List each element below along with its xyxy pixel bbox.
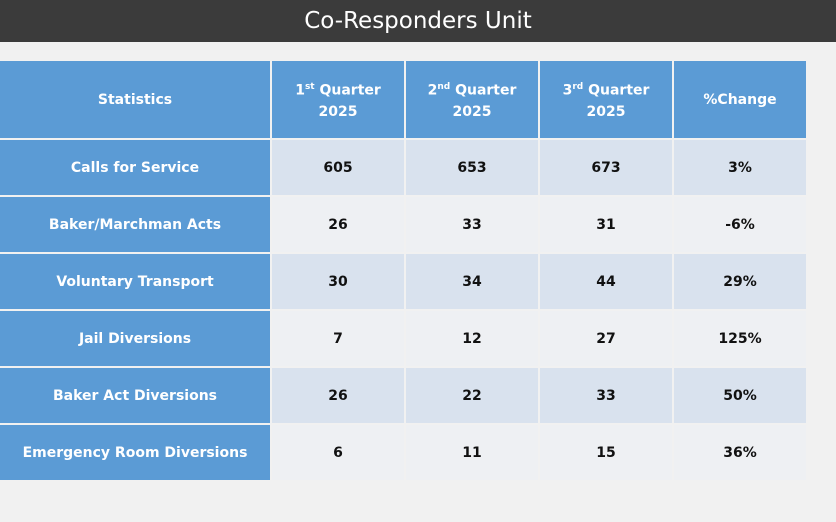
- cell-value: 7: [272, 311, 404, 366]
- quarter-number: 3: [562, 82, 573, 99]
- quarter-number: 2: [427, 82, 438, 99]
- row-label: Baker Act Diversions: [0, 368, 270, 423]
- cell-value: -6%: [674, 197, 806, 252]
- cell-value: 27: [540, 311, 672, 366]
- cell-value: 26: [272, 197, 404, 252]
- cell-value: 33: [540, 368, 672, 423]
- row-label: Voluntary Transport: [0, 254, 270, 309]
- cell-value: 605: [272, 140, 404, 195]
- row-label: Jail Diversions: [0, 311, 270, 366]
- quarter-word: Quarter: [455, 82, 517, 99]
- quarter-number: 1: [295, 82, 305, 99]
- stats-table: Statistics 1st Quarter 2025 2nd Quarter 2025…: [0, 59, 808, 482]
- cell-value: 22: [406, 368, 538, 423]
- cell-value: 15: [540, 425, 672, 480]
- cell-value: 44: [540, 254, 672, 309]
- cell-value: 6: [272, 425, 404, 480]
- header-row: Statistics 1st Quarter 2025 2nd Quarter 2025…: [0, 61, 806, 138]
- cell-value: 673: [540, 140, 672, 195]
- cell-value: 125%: [674, 311, 806, 366]
- row-label: Calls for Service: [0, 140, 270, 195]
- quarter-suffix: nd: [437, 81, 451, 92]
- cell-value: 653: [406, 140, 538, 195]
- table-row: Baker/Marchman Acts 26 33 31 -6%: [0, 197, 806, 252]
- quarter-year: 2025: [318, 104, 358, 121]
- title-bar: Co-Responders Unit: [0, 0, 836, 42]
- column-header: 3rd Quarter 2025: [540, 61, 672, 138]
- title: Co-Responders Unit: [304, 8, 532, 34]
- quarter-year: 2025: [586, 104, 626, 121]
- cell-value: 11: [406, 425, 538, 480]
- cell-value: 36%: [674, 425, 806, 480]
- cell-value: 34: [406, 254, 538, 309]
- column-header: 2nd Quarter 2025: [406, 61, 538, 138]
- column-header: Statistics: [0, 61, 270, 138]
- quarter-word: Quarter: [319, 82, 381, 99]
- row-label: Emergency Room Diversions: [0, 425, 270, 480]
- cell-value: 31: [540, 197, 672, 252]
- cell-value: 50%: [674, 368, 806, 423]
- cell-value: 12: [406, 311, 538, 366]
- cell-value: 29%: [674, 254, 806, 309]
- column-header: 1st Quarter 2025: [272, 61, 404, 138]
- header-label: Statistics: [97, 91, 173, 108]
- table-row: Calls for Service 605 653 673 3%: [0, 140, 806, 195]
- cell-value: 33: [406, 197, 538, 252]
- quarter-suffix: rd: [572, 81, 584, 92]
- table-row: Baker Act Diversions 26 22 33 50%: [0, 368, 806, 423]
- table-body: Calls for Service 605 653 673 3% Baker/Marchm…: [0, 140, 806, 480]
- table-row: Jail Diversions 7 12 27 125%: [0, 311, 806, 366]
- row-label: Baker/Marchman Acts: [0, 197, 270, 252]
- table-row: Voluntary Transport 30 34 44 29%: [0, 254, 806, 309]
- quarter-suffix: st: [304, 81, 315, 92]
- header-label: %Change: [703, 91, 777, 108]
- quarter-year: 2025: [452, 104, 492, 121]
- cell-value: 26: [272, 368, 404, 423]
- table-row: Emergency Room Diversions 6 11 15 36%: [0, 425, 806, 480]
- cell-value: 30: [272, 254, 404, 309]
- column-header: %Change: [674, 61, 806, 138]
- cell-value: 3%: [674, 140, 806, 195]
- quarter-word: Quarter: [588, 82, 650, 99]
